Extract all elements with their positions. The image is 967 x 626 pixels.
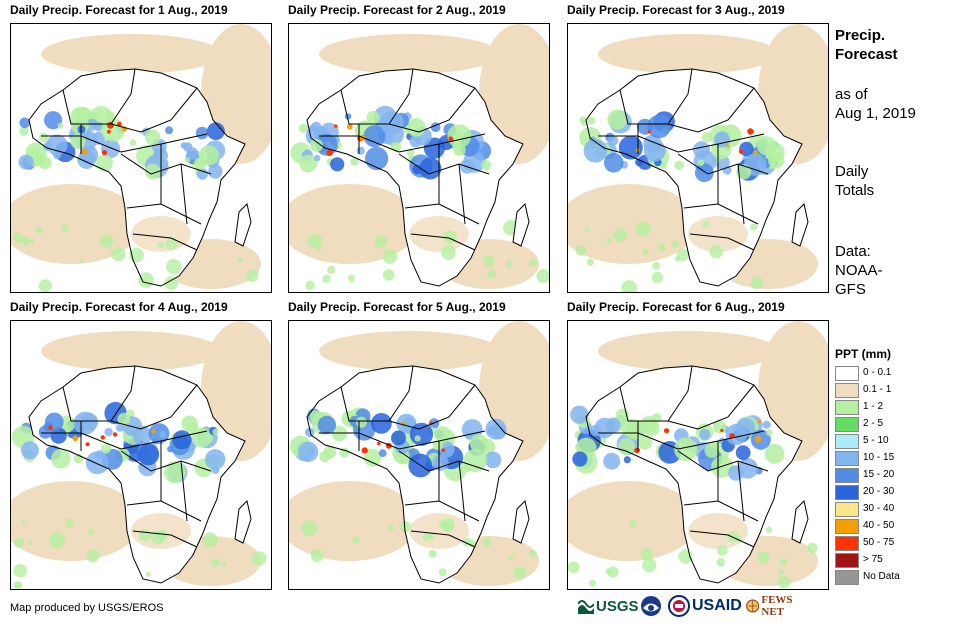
- sidebar-title: Precip. Forecast: [835, 26, 898, 64]
- legend-label: 20 - 30: [863, 486, 895, 497]
- usgs-wave-icon: [578, 600, 594, 614]
- map-canvas: [11, 321, 271, 589]
- rain-belt-layer: [568, 405, 818, 589]
- fewsnet-text: FEWS NET: [761, 594, 793, 618]
- map-canvas: [568, 321, 828, 589]
- legend-label: No Data: [863, 571, 900, 582]
- africa-precip-map: [567, 320, 829, 590]
- noaa-seal-icon: [641, 596, 661, 616]
- africa-precip-map: [288, 320, 550, 590]
- forecast-panel-4: Daily Precip. Forecast for 4 Aug., 2019: [10, 300, 272, 592]
- legend-label: 0 - 0.1: [863, 367, 892, 378]
- map-canvas: [568, 24, 828, 292]
- data-source: Data: NOAA- GFS: [835, 242, 883, 299]
- africa-precip-map: [10, 320, 272, 590]
- country-borders: [306, 365, 524, 584]
- legend-label: 40 - 50: [863, 520, 895, 531]
- usaid-seal: [668, 593, 690, 619]
- data-line-2: NOAA-: [835, 262, 883, 279]
- legend-swatch: [835, 366, 859, 381]
- legend-label: 1 - 2: [863, 401, 884, 412]
- africa-precip-map: [567, 23, 829, 293]
- country-borders: [28, 68, 246, 287]
- legend-swatch: [835, 434, 859, 449]
- fewsnet-globe-icon: [746, 599, 760, 613]
- country-borders: [306, 68, 524, 287]
- legend-swatch: [835, 553, 859, 568]
- totals-note: Daily Totals: [835, 162, 874, 200]
- usgs-logo: USGS: [578, 593, 639, 619]
- usaid-logo: USAID: [692, 593, 742, 619]
- legend-label: 0.1 - 1: [863, 384, 892, 395]
- map-canvas: [11, 24, 271, 292]
- legend-label: 50 - 75: [863, 537, 895, 548]
- legend-swatch: [835, 536, 859, 551]
- rain-belt-layer: [11, 401, 267, 589]
- forecast-panel-3: Daily Precip. Forecast for 3 Aug., 2019: [567, 3, 829, 295]
- forecast-panel-1: Daily Precip. Forecast for 1 Aug., 2019: [10, 3, 272, 295]
- legend-swatch: [835, 519, 859, 534]
- legend-swatch: [835, 400, 859, 415]
- data-line-1: Data:: [835, 243, 871, 260]
- map-canvas: [289, 24, 549, 291]
- panel-title: Daily Precip. Forecast for 2 Aug., 2019: [288, 3, 506, 17]
- forecast-panel-6: Daily Precip. Forecast for 6 Aug., 2019: [567, 300, 829, 592]
- panel-title: Daily Precip. Forecast for 3 Aug., 2019: [567, 3, 785, 17]
- title-line-1: Precip.: [835, 27, 886, 44]
- fewsnet-logo: FEWS NET: [746, 593, 799, 619]
- usaid-text: USAID: [692, 597, 742, 614]
- rain-belt-layer: [575, 109, 785, 292]
- panel-title: Daily Precip. Forecast for 6 Aug., 2019: [567, 300, 785, 314]
- legend-swatch: [835, 451, 859, 466]
- rain-belt-layer: [290, 105, 549, 291]
- totals-line-2: Totals: [835, 182, 875, 199]
- legend-swatch: [835, 570, 859, 585]
- legend-swatch: [835, 417, 859, 432]
- as-of-value: Aug 1, 2019: [835, 105, 916, 122]
- legend-label: 30 - 40: [863, 503, 895, 514]
- legend-swatch: [835, 468, 859, 483]
- forecast-panel-5: Daily Precip. Forecast for 5 Aug., 2019: [288, 300, 550, 592]
- country-borders: [585, 365, 803, 584]
- country-borders: [28, 365, 246, 584]
- usgs-text: USGS: [596, 597, 639, 615]
- legend-label: 5 - 10: [863, 435, 889, 446]
- rain-belt-layer: [289, 407, 537, 580]
- country-borders: [585, 68, 803, 287]
- as-of-label: as of: [835, 86, 868, 103]
- legend-label: > 75: [863, 554, 883, 565]
- africa-precip-map: [10, 23, 272, 293]
- legend-label: 10 - 15: [863, 452, 895, 463]
- forecast-panel-2: Daily Precip. Forecast for 2 Aug., 2019: [288, 3, 550, 295]
- legend-swatch: [835, 485, 859, 500]
- noaa-logo: [640, 593, 662, 619]
- legend-swatch: [835, 502, 859, 517]
- map-credit: Map produced by USGS/EROS: [10, 602, 164, 614]
- title-line-2: Forecast: [835, 46, 898, 63]
- dry-area-layer: [568, 24, 828, 289]
- map-canvas: [289, 321, 549, 586]
- totals-line-1: Daily: [835, 163, 869, 180]
- data-line-3: GFS: [835, 281, 866, 298]
- legend-label: 2 - 5: [863, 418, 884, 429]
- usaid-seal-icon: [668, 595, 690, 617]
- legend-title: PPT (mm): [835, 347, 892, 361]
- legend-swatch: [835, 383, 859, 398]
- legend-label: 15 - 20: [863, 469, 895, 480]
- africa-precip-map: [288, 23, 550, 293]
- panel-title: Daily Precip. Forecast for 5 Aug., 2019: [288, 300, 506, 314]
- panel-title: Daily Precip. Forecast for 1 Aug., 2019: [10, 3, 228, 17]
- panel-title: Daily Precip. Forecast for 4 Aug., 2019: [10, 300, 228, 314]
- as-of-date: as of Aug 1, 2019: [835, 85, 916, 123]
